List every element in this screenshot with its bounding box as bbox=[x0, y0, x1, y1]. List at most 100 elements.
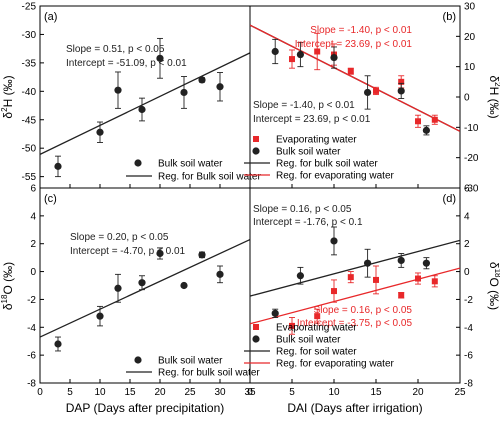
data-point-circle bbox=[271, 47, 279, 56]
y-tick-label: 20 bbox=[464, 32, 476, 43]
legend-label: Reg. for evaporating water bbox=[276, 359, 395, 370]
y-tick-label: 10 bbox=[464, 62, 476, 73]
legend-label: Reg. for evaporating water bbox=[276, 171, 395, 182]
data-point-circle bbox=[364, 259, 372, 267]
y-tick-label: 0 bbox=[464, 93, 470, 104]
stat-annotation: Intercept = -1.76, p < 0.1 bbox=[253, 217, 363, 228]
regression-line bbox=[250, 267, 460, 325]
x-tick-label: 5 bbox=[67, 387, 73, 398]
legend-label: Reg. for soil water bbox=[276, 347, 357, 358]
panel-label: (b) bbox=[443, 11, 456, 23]
isotope-superscript: 2 bbox=[0, 107, 9, 112]
panel-b: (b) Slope = -1.40, p < 0.01 Intercept = 23… bbox=[244, 5, 461, 189]
isotope-superscript: 18 bbox=[493, 269, 500, 278]
legend-label: Bulk soil water bbox=[158, 159, 223, 170]
panel-c: (c) Slope = 0.20, p < 0.05 Intercept = -4.… bbox=[39, 187, 260, 384]
legend-label: Bulk soil water bbox=[276, 335, 341, 346]
stat-annotation: Intercept = -4.70, p < 0.01 bbox=[70, 246, 186, 257]
y-tick-label: 2 bbox=[30, 239, 36, 250]
data-point-circle bbox=[198, 76, 206, 84]
x-axis-title-left: DAP (Days after precipitation) bbox=[66, 401, 225, 415]
data-point-circle bbox=[198, 251, 206, 259]
data-point-circle bbox=[54, 162, 62, 170]
data-point-circle bbox=[330, 53, 338, 62]
x-tick-label: 20 bbox=[154, 387, 166, 398]
x-tick-label: 10 bbox=[328, 387, 340, 398]
y-tick-label: 30 bbox=[464, 2, 476, 13]
x-tick-label: 15 bbox=[124, 387, 136, 398]
data-point-square bbox=[415, 118, 421, 125]
plot-area bbox=[40, 238, 250, 352]
data-point-square bbox=[314, 313, 321, 320]
isotope-unit: O (‰) bbox=[1, 262, 15, 295]
isotope-unit: O (‰) bbox=[487, 277, 500, 310]
stat-annotation: Intercept = -51.09, p < 0.01 bbox=[66, 58, 187, 69]
panel-label: (a) bbox=[44, 11, 57, 23]
y-tick-label: -20 bbox=[464, 153, 479, 164]
regression-line bbox=[250, 24, 460, 132]
y-tick-label: 2 bbox=[464, 239, 470, 250]
data-point-circle bbox=[296, 50, 304, 59]
x-axis-title-right: DAI (Days after irrigation) bbox=[287, 401, 422, 415]
panel-label: (c) bbox=[44, 193, 57, 205]
isotope-unit: H (‰) bbox=[1, 75, 15, 107]
legend-label: Bulk soil water bbox=[158, 356, 223, 367]
data-point-square bbox=[289, 56, 295, 63]
legend-marker-circle bbox=[134, 356, 142, 364]
stat-annotation: Slope = 0.51, p < 0.05 bbox=[66, 44, 165, 55]
data-point-circle bbox=[271, 309, 279, 317]
data-point-circle bbox=[96, 312, 104, 320]
data-point-circle bbox=[138, 105, 146, 114]
y-tick-label: -50 bbox=[22, 144, 37, 155]
data-point-square bbox=[373, 87, 379, 94]
data-point-square bbox=[347, 274, 354, 281]
delta-symbol: δ bbox=[1, 303, 15, 310]
x-tick-label: 5 bbox=[289, 387, 295, 398]
stat-annotation: Slope = 0.20, p < 0.05 bbox=[70, 232, 169, 243]
data-point-circle bbox=[397, 256, 405, 265]
regression-line bbox=[250, 239, 460, 297]
y-tick-label: 0 bbox=[464, 267, 470, 278]
legend: Bulk soil water Reg. for Bulk soil water bbox=[126, 159, 261, 183]
panel-frame bbox=[39, 187, 251, 384]
y-tick-label: -40 bbox=[22, 87, 37, 98]
plot-area bbox=[250, 24, 460, 136]
isotope-superscript: 2 bbox=[493, 82, 500, 87]
regression-line bbox=[40, 238, 250, 338]
y-tick-label: -30 bbox=[464, 184, 479, 195]
delta-symbol: δ bbox=[487, 75, 500, 82]
data-point-square bbox=[398, 292, 405, 299]
data-point-circle bbox=[180, 281, 188, 290]
y-tick-label: -25 bbox=[22, 2, 37, 13]
y-tick-label: -30 bbox=[22, 30, 37, 41]
legend-marker-circle bbox=[252, 147, 260, 155]
x-tick-label: 0 bbox=[247, 387, 253, 398]
x-tick-label: 30 bbox=[214, 387, 226, 398]
data-point-square bbox=[331, 288, 337, 295]
y-tick-label: -4 bbox=[464, 323, 473, 334]
regression-line bbox=[40, 52, 250, 155]
x-tick-label: 35 bbox=[244, 387, 256, 398]
y-tick-label: -10 bbox=[464, 123, 479, 134]
y-tick-label: -2 bbox=[464, 295, 473, 306]
data-point-square bbox=[431, 278, 438, 285]
y-tick-label: -8 bbox=[464, 379, 473, 390]
data-point-circle bbox=[330, 237, 338, 245]
data-point-circle bbox=[156, 54, 164, 62]
x-tick-label: 15 bbox=[370, 387, 382, 398]
legend-marker-circle bbox=[252, 335, 260, 343]
legend-marker-circle bbox=[134, 159, 142, 167]
y-axis-title-h-left: δ2H (‰) bbox=[0, 75, 15, 118]
data-point-circle bbox=[114, 284, 122, 292]
y-tick-label: -6 bbox=[464, 351, 473, 362]
data-point-square bbox=[398, 78, 405, 85]
x-tick-label: 25 bbox=[454, 387, 466, 398]
legend-label: Reg. for bulk soil water bbox=[276, 159, 378, 170]
data-point-square bbox=[289, 322, 295, 329]
stat-annotation: Slope = -1.40, p < 0.01 bbox=[253, 100, 355, 111]
data-point-circle bbox=[397, 87, 405, 95]
y-tick-label: 6 bbox=[464, 184, 470, 195]
